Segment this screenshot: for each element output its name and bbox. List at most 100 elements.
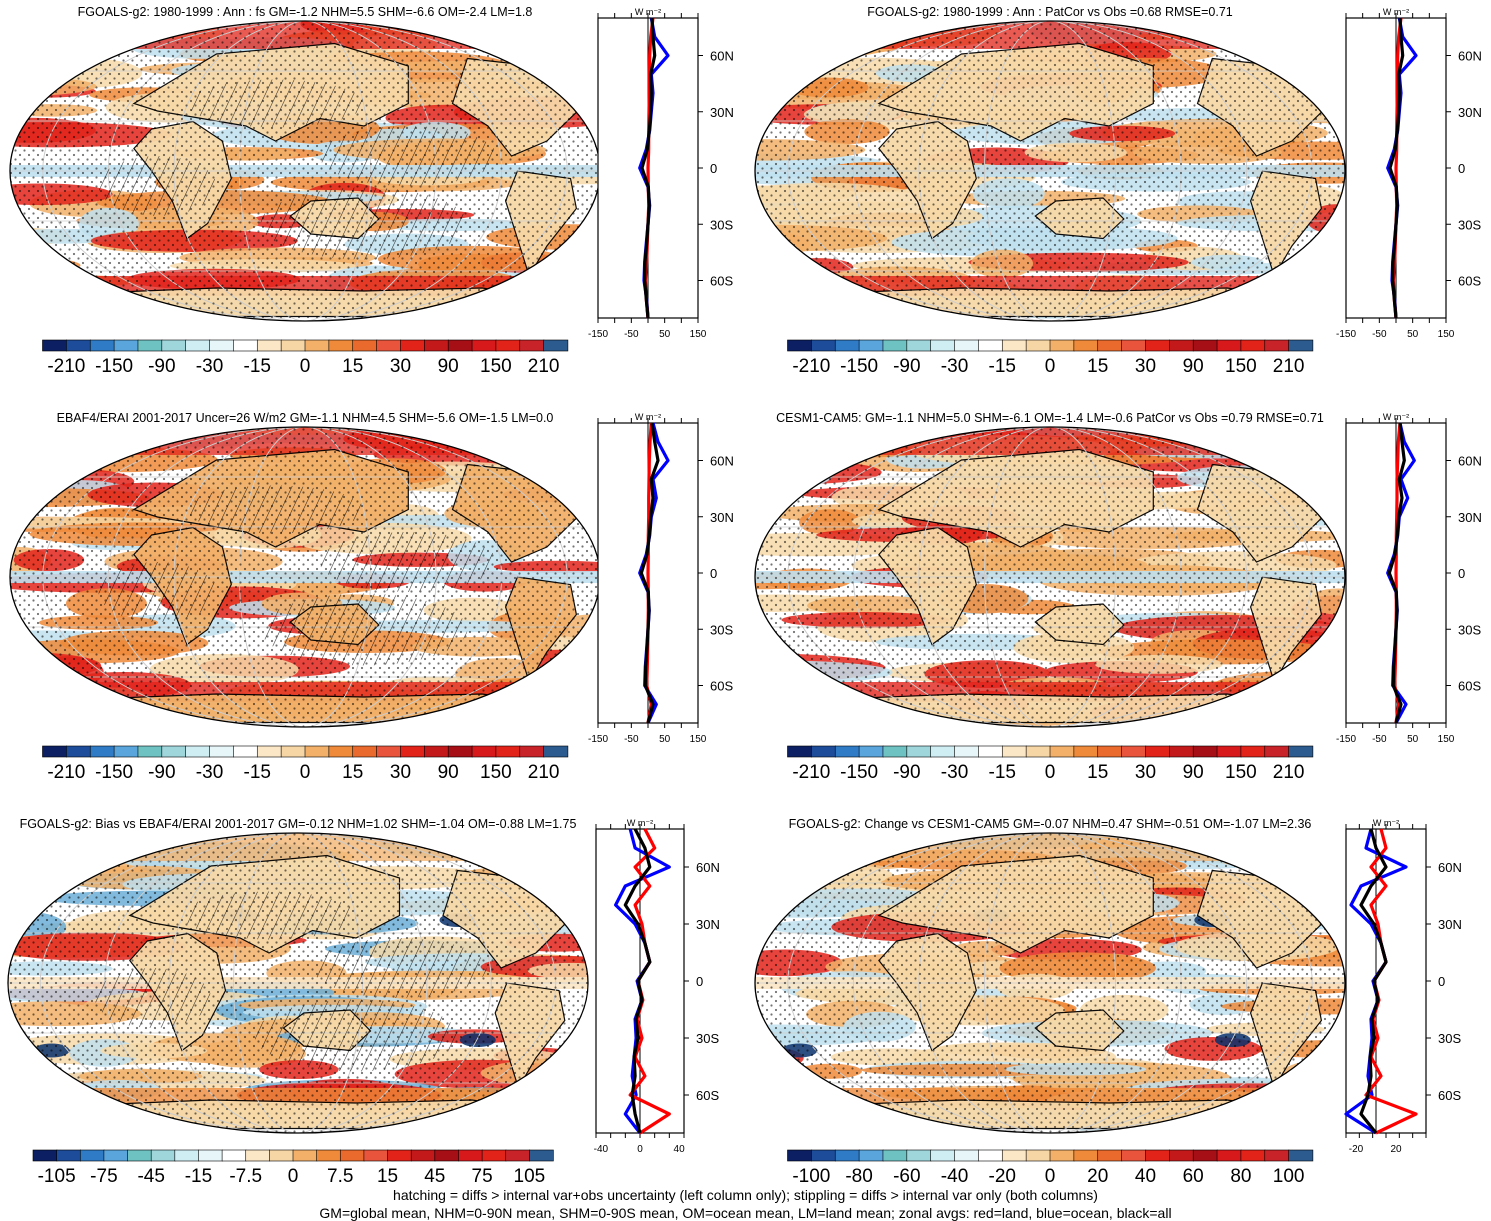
colorbar-swatch: [529, 1149, 554, 1162]
zonal-unit-label: W m⁻²: [1383, 412, 1409, 422]
colorbar-tick-label: -30: [196, 356, 223, 377]
zonal-lat-label: 60N: [1438, 860, 1462, 875]
colorbar-swatch: [1288, 1149, 1314, 1162]
colorbar-swatch: [1073, 339, 1099, 352]
colorbar-swatch: [185, 745, 211, 758]
colorbar-tick-label: 0: [1045, 1166, 1056, 1187]
colorbar-swatch: [505, 1149, 531, 1162]
colorbar-tick-label: -90: [893, 762, 920, 783]
zonal-xtick-label: -150: [1336, 329, 1356, 340]
colorbar-swatch: [811, 1149, 836, 1162]
zonal-lat-label: 60N: [696, 860, 720, 875]
map-hatching: [95, 968, 211, 1028]
map-stippling: [10, 21, 600, 321]
colorbar-swatch: [410, 1149, 436, 1162]
colorbar-tick-label: -7.5: [229, 1166, 262, 1187]
colorbar-swatch: [858, 339, 884, 352]
colorbar-tick-label: -40: [941, 1166, 968, 1187]
colorbar-swatch: [198, 1149, 223, 1162]
colorbar-swatch: [363, 1149, 389, 1162]
zonal-unit-label: W m⁻²: [635, 412, 661, 422]
colorbar-swatch: [304, 745, 330, 758]
colorbar-swatch: [1097, 1149, 1123, 1162]
zonal-frame: [1345, 828, 1427, 1134]
colorbar-tick-label: 60: [1183, 1166, 1204, 1187]
colorbar-swatch: [978, 1149, 1003, 1162]
zonal-line-all: [1387, 422, 1406, 724]
colorbar-tick-label: 150: [1225, 762, 1257, 783]
map-anomaly-blob: [1207, 1112, 1298, 1128]
zonal-unit-label: W m⁻²: [1383, 7, 1409, 17]
colorbar-tick-label: -150: [95, 762, 133, 783]
colorbar-tick-label: -75: [90, 1166, 117, 1187]
zonal-lat-label: 0: [1458, 566, 1465, 581]
colorbar-tick-label: 100: [1273, 1166, 1305, 1187]
map-stippling: [8, 833, 588, 1133]
colorbar-tick-label: -60: [893, 1166, 920, 1187]
colorbar-swatch: [256, 339, 282, 352]
colorbar-tick-label: 105: [514, 1166, 546, 1187]
colorbar-swatch: [1216, 745, 1242, 758]
colorbar-tick-label: 30: [1135, 356, 1156, 377]
colorbar-tick-label: 15: [1087, 356, 1108, 377]
zonal-lat-label: 0: [710, 566, 717, 581]
colorbar-swatch: [328, 745, 354, 758]
zonal-lat-label: 60N: [1458, 49, 1482, 64]
colorbar-swatch: [834, 1149, 860, 1162]
colorbar-swatch: [304, 339, 330, 352]
colorbar-swatch: [137, 745, 163, 758]
zonal-lat-label: 0: [696, 974, 703, 989]
map-panel-6: FGOALS-g2: Change vs CESM1-CAM5 GM=-0.07…: [754, 817, 1462, 1187]
map-anomaly-blob: [10, 59, 84, 77]
zonal-xtick-label: -50: [1372, 734, 1387, 745]
map-anomaly-blob: [10, 295, 109, 321]
zonal-lat-label: 60S: [710, 679, 733, 694]
zonal-lat-label: 60S: [1438, 1088, 1461, 1103]
colorbar-swatch: [1264, 1149, 1290, 1162]
colorbar-tick-label: 15: [377, 1166, 398, 1187]
colorbar-tick-label: 150: [1225, 356, 1257, 377]
colorbar-swatch: [882, 745, 908, 758]
colorbar-swatch: [42, 339, 68, 352]
zonal-lat-label: 0: [1438, 974, 1445, 989]
zonal-unit-label: W m⁻²: [1373, 818, 1399, 828]
colorbar-swatch: [495, 339, 521, 352]
colorbar-swatch: [66, 339, 91, 352]
colorbar-swatch: [292, 1149, 318, 1162]
colorbar-swatch: [42, 745, 68, 758]
colorbar-swatch: [1121, 1149, 1147, 1162]
colorbar-swatch: [811, 745, 836, 758]
colorbar-tick-label: -210: [47, 762, 85, 783]
zonal-xtick-label: -50: [624, 734, 639, 745]
panel-title: FGOALS-g2: 1980-1999 : Ann : PatCor vs O…: [867, 5, 1233, 19]
colorbar-tick-label: -15: [989, 356, 1016, 377]
colorbar-swatch: [79, 1149, 105, 1162]
zonal-xtick-label: -50: [1372, 329, 1387, 340]
colorbar-tick-label: -90: [148, 762, 175, 783]
colorbar-swatch: [519, 339, 545, 352]
colorbar-swatch: [1025, 745, 1051, 758]
map-hatching: [312, 938, 487, 998]
colorbar-tick-label: -15: [244, 356, 271, 377]
colorbar-swatch: [858, 1149, 884, 1162]
map-panel-4: CESM1-CAM5: GM=-1.1 NHM=5.0 SHM=-6.1 OM=…: [754, 411, 1482, 783]
map-anomaly-blob: [57, 293, 121, 321]
map-anomaly-blob: [10, 290, 51, 314]
colorbar-tick-label: -210: [792, 762, 830, 783]
map-panel-5: FGOALS-g2: Bias vs EBAF4/ERAI 2001-2017 …: [7, 817, 720, 1187]
zonal-lat-label: 30N: [696, 917, 720, 932]
colorbar-tick-label: 150: [480, 356, 512, 377]
colorbar-swatch: [1025, 339, 1051, 352]
colorbar-swatch: [458, 1149, 483, 1162]
colorbar-swatch: [954, 339, 980, 352]
colorbar-swatch: [209, 339, 235, 352]
colorbar-tick-label: -105: [38, 1166, 76, 1187]
colorbar-swatch: [113, 339, 139, 352]
map-anomaly-blob: [755, 1105, 852, 1130]
colorbar-swatch: [1288, 339, 1314, 352]
colorbar-swatch: [519, 745, 545, 758]
colorbar-tick-label: -150: [840, 762, 878, 783]
colorbar-swatch: [1145, 745, 1171, 758]
colorbar-swatch: [245, 1149, 271, 1162]
colorbar-swatch: [834, 339, 860, 352]
